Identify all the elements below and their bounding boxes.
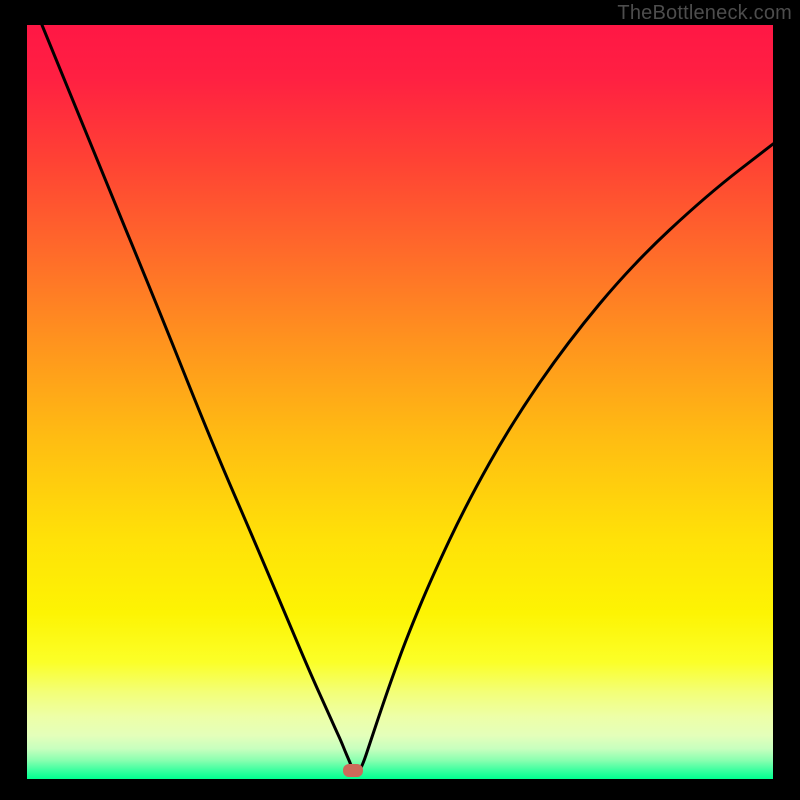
bottleneck-curve [27, 25, 773, 779]
optimum-marker [343, 764, 363, 777]
chart-canvas: TheBottleneck.com [0, 0, 800, 800]
plot-area [27, 25, 773, 779]
watermark-text: TheBottleneck.com [617, 2, 792, 25]
